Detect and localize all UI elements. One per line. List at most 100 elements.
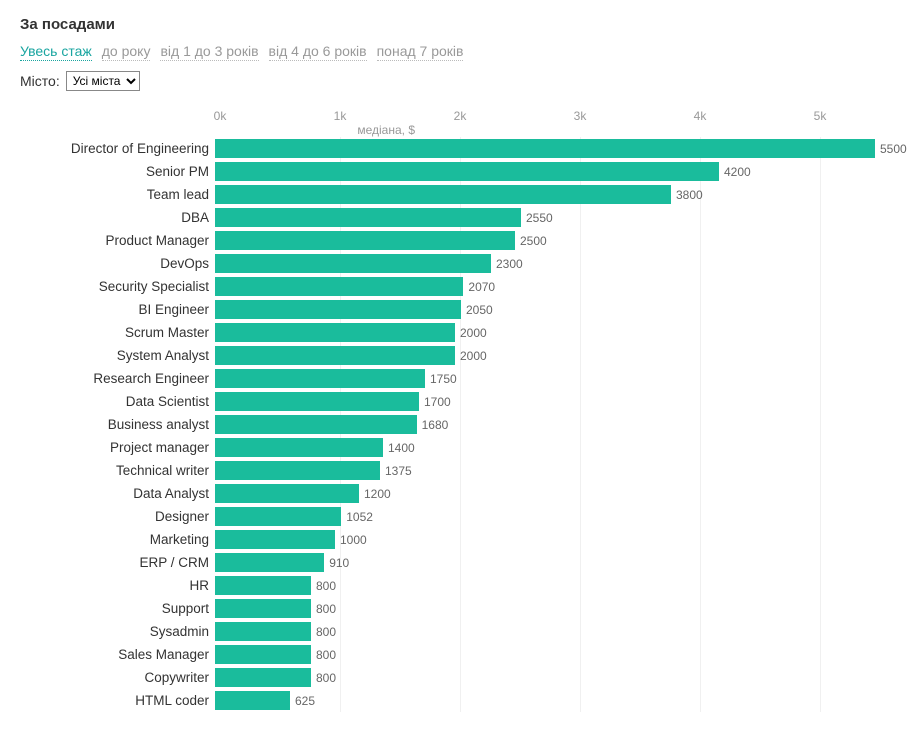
bar-fill	[215, 691, 290, 710]
tab-experience[interactable]: понад 7 років	[377, 43, 464, 61]
bar-value: 2050	[466, 303, 493, 317]
bar-value: 910	[329, 556, 349, 570]
bar-value: 1400	[388, 441, 415, 455]
bar-value: 800	[316, 671, 336, 685]
bar-value: 1000	[340, 533, 367, 547]
x-tick: 4k	[694, 109, 707, 123]
bar-fill	[215, 162, 719, 181]
bar-track: 800	[215, 645, 875, 664]
tab-experience[interactable]: до року	[102, 43, 151, 61]
bar-track: 625	[215, 691, 875, 710]
bar-row: DevOps 2300	[20, 252, 900, 275]
bar-value: 2550	[526, 211, 553, 225]
bar-value: 1680	[422, 418, 449, 432]
bar-row: Support800	[20, 597, 900, 620]
bar-track: 800	[215, 576, 875, 595]
bar-row: Sysadmin800	[20, 620, 900, 643]
city-filter: Місто: Усі міста	[20, 71, 900, 91]
bar-row: Business analyst 1680	[20, 413, 900, 436]
x-axis: медіана, $ 0k1k2k3k4k5k	[220, 109, 900, 137]
bar-value: 800	[316, 602, 336, 616]
bar-value: 800	[316, 648, 336, 662]
bar-row: Technical writer 1375	[20, 459, 900, 482]
bar-row: HTML coder 625	[20, 689, 900, 712]
bar-fill	[215, 668, 311, 687]
bar-row: Data Scientist1700	[20, 390, 900, 413]
bar-fill	[215, 254, 491, 273]
bar-label: Security Specialist	[20, 279, 215, 294]
bar-track: 1750	[215, 369, 875, 388]
bar-label: Team lead	[20, 187, 215, 202]
city-select[interactable]: Усі міста	[66, 71, 140, 91]
experience-tabs: Увесь стаж до року від 1 до 3 років від 4 д…	[20, 43, 900, 61]
bar-fill	[215, 507, 341, 526]
bar-track: 2550	[215, 208, 875, 227]
x-tick: 1k	[334, 109, 347, 123]
bar-value: 3800	[676, 188, 703, 202]
bar-fill	[215, 415, 417, 434]
bar-track: 3800	[215, 185, 875, 204]
bar-label: Business analyst	[20, 417, 215, 432]
bar-track: 1052	[215, 507, 875, 526]
bar-label: System Analyst	[20, 348, 215, 363]
x-tick: 3k	[574, 109, 587, 123]
bar-track: 1375	[215, 461, 875, 480]
bar-track: 1700	[215, 392, 875, 411]
bar-label: Product Manager	[20, 233, 215, 248]
bar-row: Marketing1000	[20, 528, 900, 551]
bar-row: Designer1052	[20, 505, 900, 528]
bar-track: 800	[215, 668, 875, 687]
bar-fill	[215, 300, 461, 319]
bar-value: 2300	[496, 257, 523, 271]
bar-row: Team lead 3800	[20, 183, 900, 206]
bar-value: 625	[295, 694, 315, 708]
bar-row: Security Specialist 2070	[20, 275, 900, 298]
bar-track: 2050	[215, 300, 875, 319]
bar-label: Data Analyst	[20, 486, 215, 501]
x-tick: 0k	[214, 109, 227, 123]
x-tick: 5k	[814, 109, 827, 123]
bar-value: 5500	[880, 142, 907, 156]
bar-value: 1700	[424, 395, 451, 409]
bar-container: Director of Engineering5500Senior PM4200…	[20, 137, 900, 712]
bar-value: 2070	[468, 280, 495, 294]
bar-fill	[215, 346, 455, 365]
tab-experience[interactable]: від 4 до 6 років	[269, 43, 367, 61]
bar-label: Senior PM	[20, 164, 215, 179]
bar-row: Project manager1400	[20, 436, 900, 459]
bar-row: Data Analyst1200	[20, 482, 900, 505]
bar-label: Research Engineer	[20, 371, 215, 386]
bar-fill	[215, 392, 419, 411]
bar-row: ERP / CRM910	[20, 551, 900, 574]
bar-row: BI Engineer2050	[20, 298, 900, 321]
bar-value: 800	[316, 625, 336, 639]
tab-experience[interactable]: від 1 до 3 років	[160, 43, 258, 61]
bar-label: Designer	[20, 509, 215, 524]
bar-track: 1000	[215, 530, 875, 549]
axis-label: медіана, $	[225, 123, 415, 137]
bar-label: Copywriter	[20, 670, 215, 685]
bar-value: 1375	[385, 464, 412, 478]
bar-fill	[215, 484, 359, 503]
bar-value: 2000	[460, 349, 487, 363]
bar-fill	[215, 599, 311, 618]
tab-experience[interactable]: Увесь стаж	[20, 43, 92, 61]
bar-fill	[215, 277, 463, 296]
bar-track: 800	[215, 622, 875, 641]
bar-fill	[215, 208, 521, 227]
bar-track: 1200	[215, 484, 875, 503]
bar-label: Director of Engineering	[20, 141, 215, 156]
bar-row: Copywriter 800	[20, 666, 900, 689]
bar-fill	[215, 645, 311, 664]
x-tick: 2k	[454, 109, 467, 123]
bar-label: DevOps	[20, 256, 215, 271]
bar-fill	[215, 622, 311, 641]
bar-fill	[215, 231, 515, 250]
bar-label: HTML coder	[20, 693, 215, 708]
bar-fill	[215, 530, 335, 549]
bar-row: Sales Manager800	[20, 643, 900, 666]
bar-label: Technical writer	[20, 463, 215, 478]
bar-track: 1400	[215, 438, 875, 457]
bar-row: Scrum Master2000	[20, 321, 900, 344]
bar-value: 2000	[460, 326, 487, 340]
